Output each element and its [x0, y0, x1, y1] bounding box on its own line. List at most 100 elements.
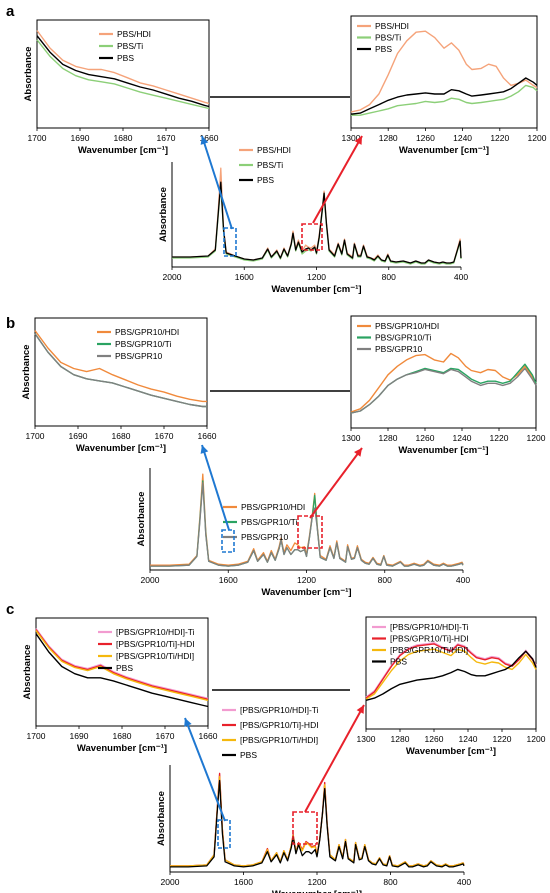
panel-b-inset-left: 1700 1690 1680 1670 1660 Wavenumber [cm⁻¹] Abs… [21, 317, 217, 454]
panel-c-main-plot-xlabel: Wavenumber [cm⁻¹] [272, 889, 362, 893]
panel-b-inset-right-series-1 [350, 352, 537, 413]
panel-b-inset-left-xlabel: Wavenumber [cm⁻¹] [76, 443, 166, 454]
panel-c-arrow-left-shaft [184, 717, 226, 822]
panel-a-inset-right-tick-label: 1300 [342, 133, 361, 143]
panel-c-main-legend-label-2: [PBS/GPR10/Ti]-HDI [240, 720, 319, 730]
panel-letter-a: a [6, 3, 15, 20]
panel-a-main-plot-tick-label: 1200 [307, 272, 326, 282]
panel-c-inset-right-tick-label: 1260 [425, 734, 444, 744]
panel-b-inset-left-series-1 [34, 330, 207, 403]
panel-c-inset-left-legend-label-4: PBS [116, 663, 133, 673]
panel-a-inset-left-legend: PBS/HDI PBS/Ti PBS [99, 29, 151, 63]
panel-c-inset-left: 1700 1690 1680 1670 1660 Wavenumber [cm⁻¹] Abs… [22, 617, 218, 754]
panel-c-inset-right-tick-label: 1280 [391, 734, 410, 744]
panel-a-main-plot-xlabel: Wavenumber [cm⁻¹] [271, 284, 361, 295]
panel-b-main-plot-tick-label: 2000 [141, 575, 160, 585]
panel-c-inset-left-legend: [PBS/GPR10/HDI]-Ti [PBS/GPR10/Ti]-HDI [PBS… [98, 627, 195, 673]
panel-b-main-plot-tick-label: 400 [456, 575, 470, 585]
panel-b-inset-right-series-3 [350, 367, 537, 414]
panel-c-main-plot-tick-label: 400 [457, 877, 471, 887]
panel-b-main-legend-label-3: PBS/GPR10 [241, 532, 289, 542]
panel-b-inset-left-ylabel: Absorbance [21, 345, 32, 400]
panel-c-main-plot-tick-label: 1200 [308, 877, 327, 887]
panel-a-inset-left-tick-label: 1690 [71, 133, 90, 143]
panel-c-main-plot-ylabel: Absorbance [156, 791, 167, 846]
panel-a-main-plot-tick-label: 800 [382, 272, 396, 282]
panel-a-inset-right-xlabel: Wavenumber [cm⁻¹] [399, 145, 489, 156]
panel-b-main-plot-xlabel: Wavenumber [cm⁻¹] [261, 587, 351, 598]
panel-c-inset-right-frame [365, 616, 537, 730]
panel-a-inset-right-series-3 [350, 77, 538, 115]
panel-a-inset-left-legend-label-2: PBS/Ti [117, 41, 143, 51]
panel-c-inset-left-series-4 [35, 633, 209, 708]
panel-c-main-plot-tick-label: 1600 [234, 877, 253, 887]
panel-b-inset-right-legend-label-3: PBS/GPR10 [375, 344, 423, 354]
panel-b-arrow-left-shaft [201, 444, 230, 531]
panel-c-inset-left-series-1 [35, 628, 209, 699]
panel-a-main-plot-tick-label: 400 [454, 272, 468, 282]
panel-a-inset-right: 1300 1280 1260 1240 1220 1200 Wavenumber [cm⁻¹… [342, 15, 547, 156]
panel-c-inset-right-series-3 [365, 648, 537, 700]
panel-a-main-legend-label-3: PBS [257, 175, 274, 185]
panel-c-inset-right-tick-label: 1220 [493, 734, 512, 744]
panel-b-inset-left-series-3 [34, 333, 207, 408]
panel-a-arrow-left-head [200, 136, 209, 145]
panel-a-inset-left-series-1 [36, 30, 210, 105]
panel-b-main-plot-tick-label: 1600 [219, 575, 238, 585]
panel-b-inset-right-xlabel: Wavenumber [cm⁻¹] [398, 445, 488, 456]
panel-a-inset-left-legend-label-1: PBS/HDI [117, 29, 151, 39]
panel-b-main-plot: 2000 1600 1200 800 400 Wavenumber [cm⁻¹] Absor… [136, 468, 470, 598]
panel-c-arrow-left-head [184, 718, 192, 727]
panel-c-inset-right-legend-label-3: [PBS/GPR10/Ti/HDI] [390, 645, 468, 655]
panel-a-main-legend: PBS/HDI PBS/Ti PBS [239, 145, 291, 185]
panel-c-inset-left-legend-label-3: [PBS/GPR10/Ti/HDI] [116, 651, 194, 661]
panel-a-main-plot: 2000 1600 1200 800 400 Wavenumber [cm⁻¹] Absor… [158, 162, 468, 295]
panel-b-arrow-left-head [200, 445, 209, 454]
panel-a-inset-right-series-1 [350, 30, 538, 113]
panel-a-inset-left-series-3 [36, 35, 210, 108]
panel-a-inset-right-tick-label: 1260 [416, 133, 435, 143]
panel-a-inset-right-tick-label: 1220 [490, 133, 509, 143]
panel-a-inset-right-frame [350, 15, 538, 129]
panel-c-inset-right-tick-label: 1300 [357, 734, 376, 744]
panel-b-inset-left-tick-label: 1690 [69, 431, 88, 441]
panel-b-inset-left-tick-label: 1670 [155, 431, 174, 441]
panel-b-inset-left-legend: PBS/GPR10/HDI PBS/GPR10/Ti PBS/GPR10 [97, 327, 179, 361]
panel-b-inset-right: 1300 1280 1260 1240 1220 1200 Wavenumber [cm⁻¹… [342, 315, 546, 456]
panel-c-main-legend: [PBS/GPR10/HDI]-Ti [PBS/GPR10/Ti]-HDI [PBS… [222, 705, 319, 760]
panel-b-inset-left-tick-label: 1660 [198, 431, 217, 441]
panel-b-inset-left-legend-label-3: PBS/GPR10 [115, 351, 163, 361]
panel-c-inset-right-tick-label: 1200 [527, 734, 546, 744]
panel-c-inset-left-ylabel: Absorbance [22, 645, 33, 700]
panel-b-main-plot-tick-label: 800 [378, 575, 392, 585]
panel-a-inset-left-xlabel: Wavenumber [cm⁻¹] [78, 145, 168, 156]
panel-b-inset-right-tick-label: 1240 [453, 433, 472, 443]
panel-c-arrow-right-head [356, 705, 364, 714]
panel-c-main-legend-label-1: [PBS/GPR10/HDI]-Ti [240, 705, 319, 715]
panel-a-inset-right-legend-label-3: PBS [375, 44, 392, 54]
panel-a-arrow-right-head [354, 136, 362, 145]
panel-c-inset-left-tick-label: 1660 [199, 731, 218, 741]
panel-c-inset-left-series-2 [35, 629, 209, 700]
panel-a-inset-left-series-2 [36, 39, 210, 110]
panel-c-main-legend-label-4: PBS [240, 750, 257, 760]
panel-c-zoom-box-right [292, 811, 318, 845]
panel-c-inset-right-series-4 [365, 650, 537, 701]
panel-a-inset-right-legend-label-2: PBS/Ti [375, 33, 401, 43]
panel-a-main-plot-ylabel: Absorbance [158, 187, 169, 242]
panel-b-zoom-box-right [297, 515, 323, 549]
panel-b-main-legend: PBS/GPR10/HDI PBS/GPR10/Ti PBS/GPR10 [223, 502, 305, 542]
panel-a-zoom-box-right [301, 223, 323, 251]
panel-a-inset-left-tick-label: 1700 [28, 133, 47, 143]
panel-b-inset-right-tick-label: 1220 [490, 433, 509, 443]
panel-b-inset-left-legend-label-1: PBS/GPR10/HDI [115, 327, 179, 337]
panel-c-inset-right-legend-label-4: PBS [390, 657, 407, 667]
panel-c-inset-left-tick-label: 1690 [70, 731, 89, 741]
panel-b-inset-right-tick-label: 1200 [527, 433, 546, 443]
panel-b-inset-right-tick-label: 1260 [416, 433, 435, 443]
panel-letter-c: c [6, 601, 14, 618]
panel-a-inset-right-tick-label: 1240 [453, 133, 472, 143]
